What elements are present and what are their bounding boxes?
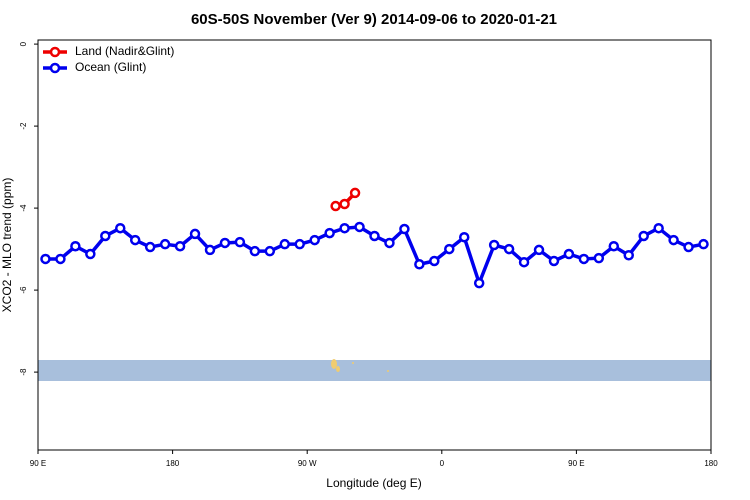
y-tick-label: -2 xyxy=(19,122,28,130)
land-patches xyxy=(331,359,389,372)
data-point xyxy=(578,253,590,265)
data-point xyxy=(548,255,560,267)
data-point xyxy=(264,245,276,257)
data-point xyxy=(444,243,455,255)
data-point xyxy=(399,223,410,235)
data-point xyxy=(638,230,649,242)
data-point xyxy=(234,236,246,248)
data-point xyxy=(623,250,634,261)
data-point xyxy=(85,248,96,260)
data-point xyxy=(324,227,335,239)
data-point xyxy=(249,245,261,257)
data-point xyxy=(473,277,485,289)
data-point xyxy=(533,244,545,256)
x-tick-label: 180 xyxy=(166,459,180,468)
data-point xyxy=(115,222,126,234)
data-point xyxy=(309,234,320,246)
data-point xyxy=(563,248,575,260)
x-axis-label: Longitude (deg E) xyxy=(326,476,421,490)
data-point xyxy=(174,240,186,252)
data-point xyxy=(698,238,709,250)
data-point xyxy=(384,237,395,249)
data-point xyxy=(593,252,605,264)
legend-label: Land (Nadir&Glint) xyxy=(75,44,174,58)
data-point xyxy=(100,230,111,242)
legend-marker xyxy=(49,62,61,74)
data-point xyxy=(414,259,425,270)
chart-title: 60S-50S November (Ver 9) 2014-09-06 to 2… xyxy=(191,11,557,28)
data-point xyxy=(354,221,365,233)
data-point xyxy=(159,238,171,250)
data-point xyxy=(219,237,231,249)
data-point xyxy=(653,222,664,234)
data-point xyxy=(488,239,500,251)
x-tick-label: 180 xyxy=(704,459,718,468)
data-point xyxy=(204,244,216,256)
data-point xyxy=(518,256,530,268)
data-point xyxy=(279,238,291,250)
data-point xyxy=(70,240,81,252)
y-tick-label: -6 xyxy=(19,286,28,294)
data-point xyxy=(429,255,440,267)
y-axis-label: XCO2 - MLO trend (ppm) xyxy=(0,178,14,313)
data-point xyxy=(40,253,51,265)
data-point xyxy=(339,198,350,210)
data-point xyxy=(369,230,380,242)
legend-marker xyxy=(49,46,61,58)
y-tick-label: -8 xyxy=(19,368,28,376)
map-strip xyxy=(38,360,711,381)
data-point xyxy=(129,234,141,246)
data-point xyxy=(349,187,361,199)
data-point xyxy=(683,241,694,253)
data-point xyxy=(608,240,620,252)
legend-label: Ocean (Glint) xyxy=(75,60,146,74)
y-tick-label: -4 xyxy=(19,204,28,212)
plot-frame xyxy=(37,39,712,451)
data-point xyxy=(668,234,679,246)
data-point xyxy=(458,231,470,243)
x-tick-label: 90 W xyxy=(298,459,317,468)
data-point xyxy=(294,238,305,250)
data-point xyxy=(330,200,341,212)
data-point xyxy=(144,241,156,253)
legend: Land (Nadir&Glint) Ocean (Glint) xyxy=(43,44,174,74)
data-point xyxy=(55,253,66,265)
data-point xyxy=(503,243,515,255)
data-point xyxy=(189,228,201,240)
x-tick-label: 90 E xyxy=(30,459,46,468)
x-tick-label: 0 xyxy=(440,459,445,468)
x-tick-label: 90 E xyxy=(568,459,584,468)
data-point xyxy=(339,222,350,234)
y-tick-label: 0 xyxy=(19,41,28,46)
